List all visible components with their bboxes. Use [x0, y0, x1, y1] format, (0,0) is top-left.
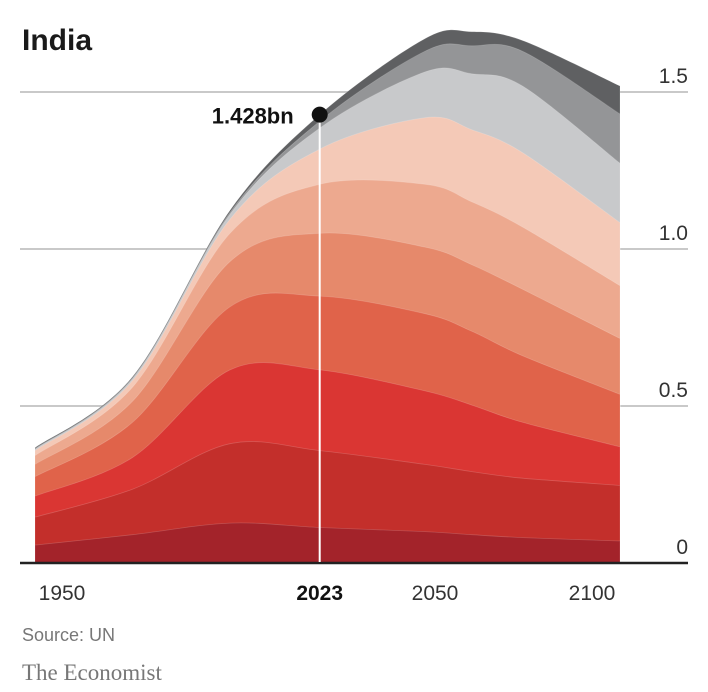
y-tick-label: 0 [676, 536, 688, 559]
area-layer-1 [34, 522, 621, 564]
brand-logo: The Economist [22, 660, 162, 685]
y-tick-label: 0.5 [659, 379, 688, 402]
x-tick-label: 2023 [296, 582, 343, 605]
marker-dot [311, 106, 328, 123]
y-tick-label: 1.0 [659, 222, 688, 245]
chart-title: India [22, 24, 92, 57]
x-tick-label: 2050 [412, 582, 459, 605]
x-tick-label: 1950 [39, 582, 86, 605]
y-tick-label: 1.5 [659, 65, 688, 88]
x-tick-label: 2100 [569, 582, 616, 605]
annotation-label: 1.428bn [212, 104, 294, 129]
source-note: Source: UN [22, 625, 115, 645]
annotation: 1.428bn [212, 104, 328, 562]
area-layers [34, 29, 621, 564]
axes: 0 0.5 1.0 1.5 1950 2023 2050 2100 [20, 65, 688, 605]
